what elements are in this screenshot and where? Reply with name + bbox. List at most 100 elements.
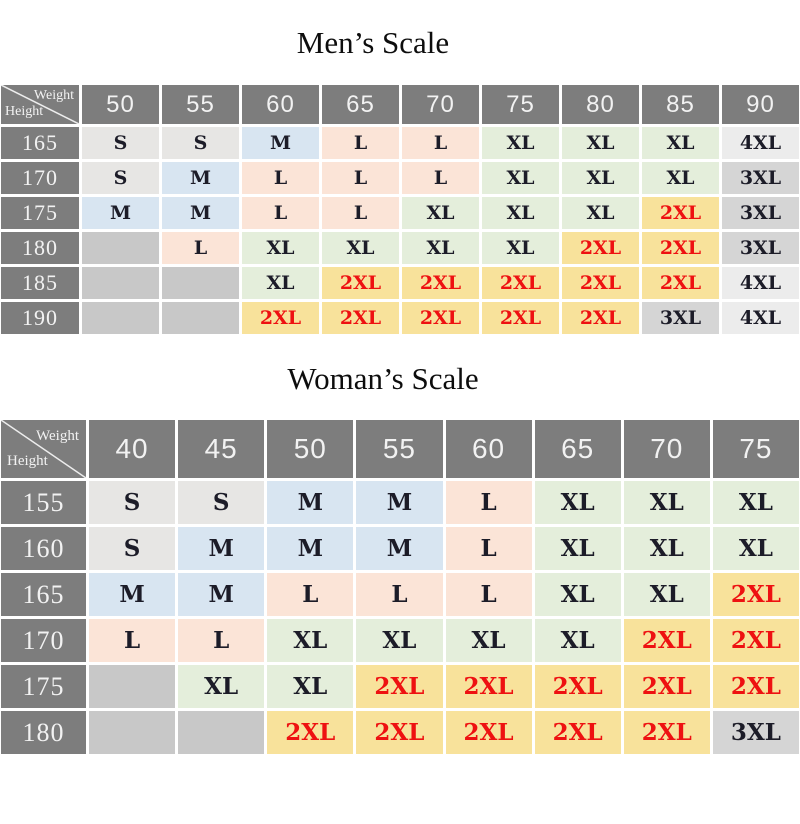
size-cell: 2XL [623, 711, 710, 754]
height-label: Height [5, 104, 44, 119]
size-cell: XL [642, 127, 719, 159]
size-cell: L [402, 162, 479, 194]
size-cell: XL [267, 619, 354, 662]
height-cell: 185 [1, 267, 79, 299]
size-cell: 2XL [322, 302, 399, 334]
height-cell: 165 [1, 573, 86, 616]
weight-header-cell: 65 [322, 85, 399, 124]
size-cell: 3XL [712, 711, 799, 754]
size-cell: L [322, 197, 399, 229]
size-cell: 2XL [562, 232, 639, 264]
weight-header-cell: 65 [534, 420, 621, 478]
height-cell: 190 [1, 302, 79, 334]
size-cell: L [445, 527, 532, 570]
size-cell: S [82, 127, 159, 159]
weight-header-cell: 75 [712, 420, 799, 478]
mens-size-table: Weight Height 50 55 60 65 70 75 80 85 90 165 S S M L L… [1, 85, 799, 334]
size-cell: M [178, 527, 265, 570]
size-cell: 2XL [712, 573, 799, 616]
size-cell: 2XL [402, 302, 479, 334]
size-cell: XL [356, 619, 443, 662]
mens-scale-title: Men’s Scale [296, 25, 450, 60]
size-cell: M [89, 573, 176, 616]
size-cell: XL [242, 232, 319, 264]
empty-cell [89, 711, 176, 754]
size-cell: 2XL [642, 267, 719, 299]
size-cell: 2XL [562, 267, 639, 299]
size-cell: XL [482, 127, 559, 159]
size-chart-page: Men’s Scale Weight Height 50 55 60 65 70 75 80… [0, 24, 800, 824]
size-cell: M [267, 527, 354, 570]
size-cell: M [267, 481, 354, 524]
height-cell: 170 [1, 162, 79, 194]
size-cell: L [322, 162, 399, 194]
weight-header-cell: 50 [82, 85, 159, 124]
size-cell: 2XL [642, 232, 719, 264]
size-cell: XL [623, 573, 710, 616]
size-cell: 2XL [445, 665, 532, 708]
size-cell: XL [534, 619, 621, 662]
weight-header-cell: 55 [162, 85, 239, 124]
weight-header-cell: 75 [482, 85, 559, 124]
size-cell: L [445, 481, 532, 524]
size-cell: 3XL [722, 232, 799, 264]
size-cell: XL [178, 665, 265, 708]
size-cell: XL [482, 232, 559, 264]
size-cell: M [242, 127, 319, 159]
weight-header-cell: 50 [267, 420, 354, 478]
height-cell: 160 [1, 527, 86, 570]
height-cell: 180 [1, 711, 86, 754]
size-cell: 3XL [642, 302, 719, 334]
weight-header-cell: 55 [356, 420, 443, 478]
size-cell: XL [562, 162, 639, 194]
size-cell: XL [267, 665, 354, 708]
size-cell: XL [623, 527, 710, 570]
size-cell: 2XL [356, 711, 443, 754]
size-cell: 2XL [356, 665, 443, 708]
size-cell: M [356, 527, 443, 570]
weight-label: Weight [33, 88, 74, 103]
weight-header-cell: 70 [402, 85, 479, 124]
height-cell: 165 [1, 127, 79, 159]
womens-size-table: Weight Height 40 45 50 55 60 65 70 75 155 S S M M L XL… [1, 420, 799, 754]
size-cell: 2XL [623, 665, 710, 708]
size-cell: XL [402, 232, 479, 264]
size-cell: XL [642, 162, 719, 194]
weight-header-cell: 45 [178, 420, 265, 478]
size-cell: 4XL [722, 267, 799, 299]
empty-cell [89, 665, 176, 708]
size-cell: 2XL [623, 619, 710, 662]
weight-header-cell: 60 [242, 85, 319, 124]
weight-header-cell: 80 [562, 85, 639, 124]
corner-cell: Weight Height [1, 85, 79, 124]
size-cell: 2XL [267, 711, 354, 754]
size-cell: L [178, 619, 265, 662]
weight-header-cell: 60 [445, 420, 532, 478]
weight-label: Weight [36, 428, 79, 444]
weight-header-cell: 40 [89, 420, 176, 478]
size-cell: XL [534, 573, 621, 616]
size-cell: 4XL [722, 127, 799, 159]
weight-header-cell: 70 [623, 420, 710, 478]
size-cell: XL [534, 527, 621, 570]
size-cell: XL [534, 481, 621, 524]
empty-cell [82, 267, 159, 299]
size-cell: 2XL [242, 302, 319, 334]
size-cell: 2XL [562, 302, 639, 334]
height-cell: 170 [1, 619, 86, 662]
womans-scale-title: Woman’s Scale [287, 361, 479, 396]
size-cell: XL [482, 162, 559, 194]
size-cell: L [322, 127, 399, 159]
size-cell: L [162, 232, 239, 264]
size-cell: 2XL [445, 711, 532, 754]
empty-cell [82, 302, 159, 334]
size-cell: 3XL [722, 197, 799, 229]
size-cell: 2XL [642, 197, 719, 229]
weight-header-cell: 90 [722, 85, 799, 124]
height-label: Height [7, 453, 48, 469]
weight-header-cell: 85 [642, 85, 719, 124]
empty-cell [178, 711, 265, 754]
size-cell: M [162, 162, 239, 194]
size-cell: 2XL [712, 665, 799, 708]
size-cell: XL [562, 127, 639, 159]
